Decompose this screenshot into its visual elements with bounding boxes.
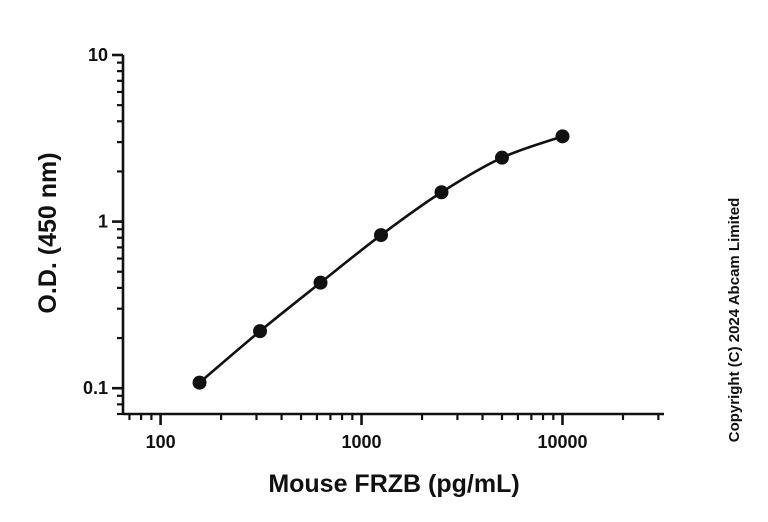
y-axis: 0.1 1 10 (83, 45, 125, 416)
data-points (192, 129, 570, 390)
y-tick-label: 10 (88, 45, 108, 65)
x-tick-label: 100 (146, 432, 176, 452)
copyright-text: Copyright (C) 2024 Abcam Limited (726, 198, 743, 442)
x-axis: 100 1000 10000 (123, 412, 664, 452)
data-point (313, 275, 328, 290)
data-point (494, 150, 509, 165)
data-point (253, 324, 268, 339)
y-tick-label: 0.1 (83, 378, 108, 398)
data-point (555, 129, 570, 144)
data-point (434, 185, 449, 200)
fit-curve-line (198, 135, 563, 384)
x-tick-label: 10000 (537, 432, 587, 452)
y-axis-title: O.D. (450 nm) (34, 152, 62, 313)
x-tick-label: 1000 (342, 432, 382, 452)
data-point (192, 375, 207, 390)
x-axis-title: Mouse FRZB (pg/mL) (268, 470, 519, 498)
y-tick-label: 1 (98, 212, 108, 232)
data-point (374, 228, 389, 243)
